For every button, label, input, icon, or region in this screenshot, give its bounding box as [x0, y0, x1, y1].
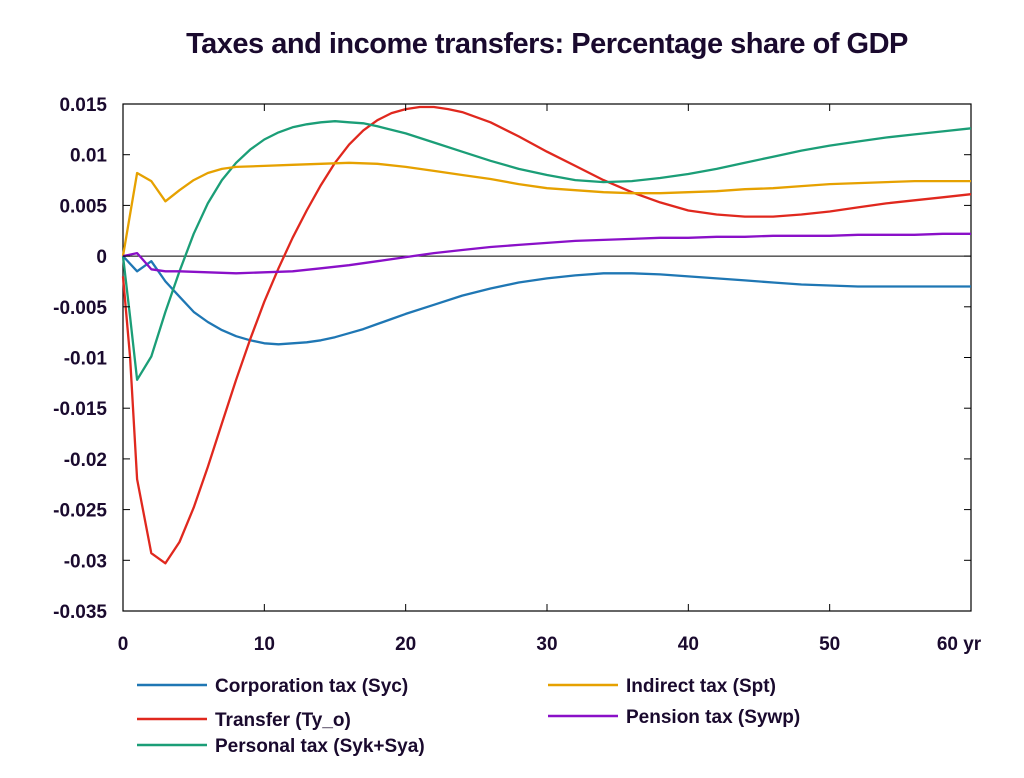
x-axis-ticks: 0 10 20 30 40 50 60 yr [118, 104, 982, 655]
x-tick-label: 40 [678, 634, 699, 655]
series-line [122, 255, 971, 346]
series-line [121, 161, 971, 257]
y-tick-label: 0.015 [59, 95, 107, 116]
x-tick-label: 10 [254, 634, 275, 655]
series-line [122, 232, 971, 275]
legend-label: Corporation tax (Syc) [215, 676, 408, 697]
x-tick-label: 50 [819, 634, 840, 655]
y-axis-ticks: 0.015 0.01 0.005 0 -0.005 -0.01 -0.015 -0.02 -0.… [53, 95, 971, 623]
x-tick-label: 0 [118, 634, 129, 655]
y-tick-label: 0 [96, 247, 107, 268]
y-tick-label: -0.035 [53, 602, 107, 623]
y-tick-label: -0.025 [53, 501, 107, 522]
chart-title: Taxes and income transfers: Percentage s… [186, 28, 908, 60]
y-tick-label: -0.015 [53, 399, 107, 420]
y-tick-label: -0.005 [53, 298, 107, 319]
legend: Corporation tax (Syc) Transfer (Ty_o) Pers… [137, 676, 800, 757]
x-tick-label: 20 [395, 634, 416, 655]
y-tick-label: 0.005 [59, 196, 107, 217]
y-tick-label: -0.02 [64, 450, 107, 471]
plot-frame [122, 103, 972, 612]
series-line [121, 120, 972, 381]
legend-label: Transfer (Ty_o) [215, 710, 351, 731]
plot-border [122, 103, 972, 612]
legend-label: Indirect tax (Spt) [626, 676, 776, 697]
series-layer [121, 105, 972, 565]
x-tick-label: 30 [536, 634, 557, 655]
y-tick-label: -0.01 [64, 349, 108, 370]
legend-label: Pension tax (Sywp) [626, 707, 800, 728]
series-line [121, 105, 972, 565]
y-tick-label: -0.03 [64, 551, 107, 572]
legend-label: Personal tax (Syk+Sya) [215, 736, 425, 757]
y-tick-label: 0.01 [70, 146, 107, 167]
x-tick-label: 60 yr [937, 634, 982, 655]
